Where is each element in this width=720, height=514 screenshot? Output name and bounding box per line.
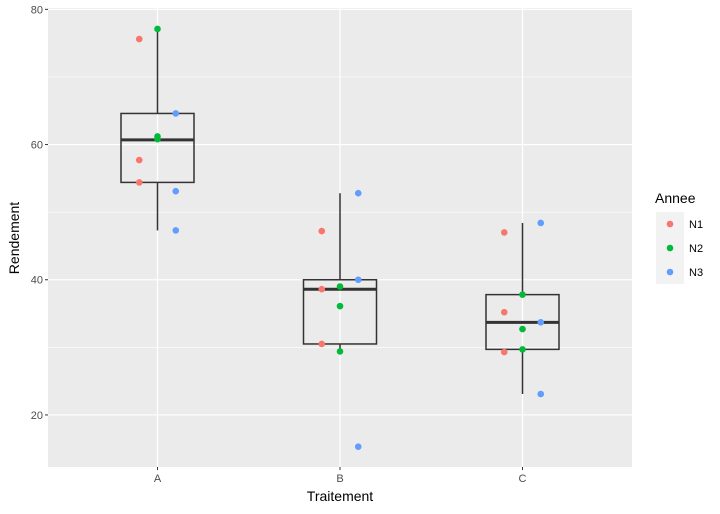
point-N1 — [318, 227, 326, 235]
x-axis-title: Traitement — [307, 488, 374, 504]
point-N2 — [519, 325, 526, 333]
point-N1 — [135, 35, 143, 43]
point-N3 — [354, 443, 362, 451]
point-N2 — [519, 346, 526, 353]
point-N2 — [336, 283, 344, 290]
point-N3 — [172, 187, 180, 195]
point-N3 — [172, 227, 180, 234]
y-tick-label: 40 — [31, 275, 43, 287]
point-N2 — [519, 291, 526, 298]
point-N1 — [318, 285, 326, 293]
point-N2 — [154, 25, 161, 33]
x-tick-label: A — [154, 473, 162, 485]
point-N3 — [172, 110, 180, 117]
point-N1 — [500, 348, 508, 356]
point-N1 — [500, 229, 508, 236]
point-N3 — [354, 276, 362, 284]
point-N1 — [318, 340, 326, 348]
legend-label: N1 — [689, 219, 703, 231]
point-N3 — [354, 189, 362, 197]
point-N2 — [336, 302, 344, 310]
point-N3 — [537, 319, 545, 326]
legend-title: Annee — [655, 190, 696, 206]
point-N1 — [500, 308, 508, 316]
box-A — [120, 112, 195, 184]
x-tick-label: B — [336, 473, 343, 485]
x-tick-label: C — [519, 473, 527, 485]
legend-point-N3 — [666, 268, 674, 276]
legend-label: N2 — [689, 243, 703, 255]
point-N3 — [537, 219, 545, 227]
point-N1 — [135, 179, 143, 186]
point-N2 — [336, 348, 344, 355]
y-tick-label: 80 — [31, 4, 43, 16]
legend-point-N2 — [666, 244, 674, 252]
legend-point-N1 — [666, 220, 674, 228]
y-tick-label: 20 — [31, 410, 43, 422]
box-B — [302, 278, 378, 345]
legend-label: N3 — [689, 267, 703, 279]
y-tick-label: 60 — [31, 140, 43, 152]
point-N1 — [135, 156, 143, 164]
point-N3 — [537, 390, 545, 398]
y-axis-title: Rendement — [6, 202, 22, 274]
point-N2 — [154, 135, 161, 143]
